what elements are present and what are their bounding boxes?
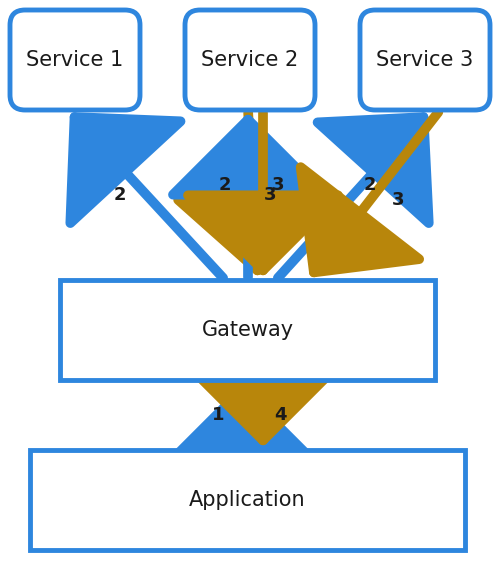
Text: 2: 2 — [363, 176, 376, 194]
Text: 2: 2 — [114, 186, 126, 204]
Text: 2: 2 — [218, 176, 231, 194]
Text: 4: 4 — [273, 406, 286, 424]
Text: Gateway: Gateway — [201, 320, 293, 340]
FancyBboxPatch shape — [359, 10, 489, 110]
Text: 1: 1 — [211, 406, 224, 424]
Text: 3: 3 — [391, 191, 403, 209]
FancyBboxPatch shape — [10, 10, 140, 110]
Text: Service 3: Service 3 — [376, 50, 472, 70]
Text: Service 1: Service 1 — [27, 50, 123, 70]
Text: Application: Application — [189, 490, 305, 510]
FancyBboxPatch shape — [60, 280, 434, 380]
FancyBboxPatch shape — [185, 10, 314, 110]
Text: Service 2: Service 2 — [201, 50, 298, 70]
FancyBboxPatch shape — [30, 450, 464, 550]
Text: 3: 3 — [271, 176, 284, 194]
Text: 3: 3 — [263, 186, 276, 204]
